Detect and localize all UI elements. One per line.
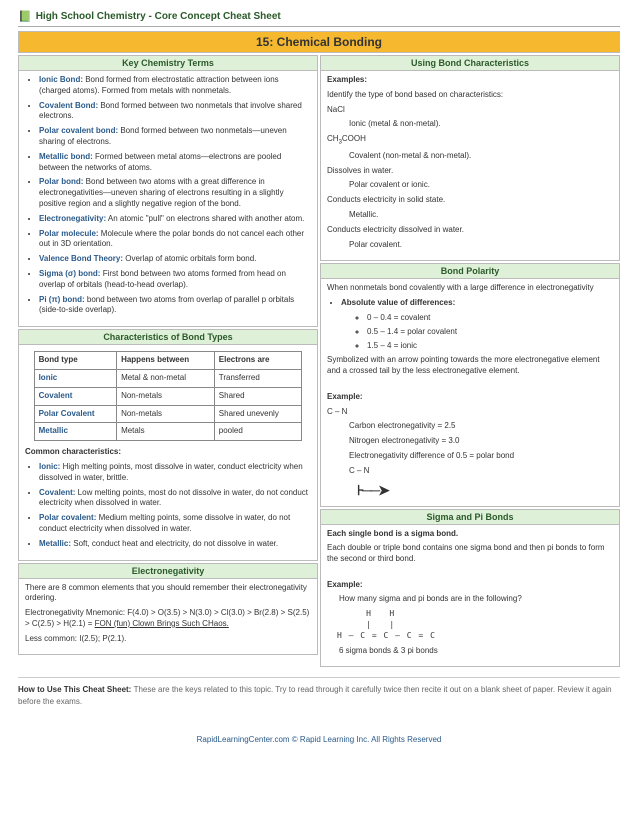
section-heading: Characteristics of Bond Types bbox=[19, 330, 317, 345]
polarity-ranges-list: 0 – 0.4 = covalent 0.5 – 1.4 = polar cova… bbox=[327, 313, 613, 351]
common-characteristics-list: Ionic: High melting points, most dissolv… bbox=[25, 462, 311, 550]
using-line: Conducts electricity dissolved in water. bbox=[327, 225, 613, 236]
using-line: Dissolves in water. bbox=[327, 166, 613, 177]
polarity-intro: When nonmetals bond covalently with a la… bbox=[327, 283, 613, 294]
content-columns: Key Chemistry Terms Ionic Bond: Bond for… bbox=[18, 55, 620, 667]
using-line: Ionic (metal & non-metal). bbox=[327, 119, 613, 130]
section-bond-types: Characteristics of Bond Types Bond typeH… bbox=[18, 329, 318, 560]
using-intro: Identify the type of bond based on chara… bbox=[327, 90, 613, 101]
polarity-ex-diff: Electronegativity difference of 0.5 = po… bbox=[327, 451, 613, 462]
copyright: RapidLearningCenter.com © Rapid Learning… bbox=[18, 735, 620, 744]
range-item: 0 – 0.4 = covalent bbox=[367, 313, 613, 324]
table-row: MetallicMetalspooled bbox=[34, 423, 302, 441]
key-term-item: Polar molecule: Molecule where the polar… bbox=[39, 229, 311, 251]
polarity-symbol-desc: Symbolized with an arrow pointing toward… bbox=[327, 355, 613, 377]
sigma-question: How many sigma and pi bonds are in the f… bbox=[327, 594, 613, 605]
list-item: Metallic: Soft, conduct heat and electri… bbox=[39, 539, 311, 550]
page-header-text: High School Chemistry - Core Concept Che… bbox=[36, 11, 281, 22]
section-bond-polarity: Bond Polarity When nonmetals bond covale… bbox=[320, 263, 620, 506]
key-term-item: Polar bond: Bond between two atoms with … bbox=[39, 177, 311, 209]
section-heading: Bond Polarity bbox=[321, 264, 619, 279]
range-item: 0.5 – 1.4 = polar covalent bbox=[367, 327, 613, 338]
key-term-item: Electronegativity: An atomic "pull" on e… bbox=[39, 214, 311, 225]
key-term-item: Pi (π) bond: bond between two atoms from… bbox=[39, 295, 311, 317]
key-term-item: Sigma (σ) bond: First bond between two a… bbox=[39, 269, 311, 291]
polarity-arrow-icon: ⊦──➤ bbox=[327, 481, 613, 500]
sigma-rule-1: Each single bond is a sigma bond. bbox=[327, 529, 458, 538]
section-sigma-pi: Sigma and Pi Bonds Each single bond is a… bbox=[320, 509, 620, 668]
example-heading: Example: bbox=[327, 580, 363, 589]
section-heading: Electronegativity bbox=[19, 564, 317, 579]
key-term-item: Valence Bond Theory: Overlap of atomic o… bbox=[39, 254, 311, 265]
common-characteristics-heading: Common characteristics: bbox=[25, 447, 121, 456]
table-header: Happens between bbox=[117, 352, 215, 370]
section-heading: Sigma and Pi Bonds bbox=[321, 510, 619, 525]
electroneg-less-common: Less common: I(2.5); P(2.1). bbox=[25, 634, 311, 645]
range-item: 1.5 – 4 = ionic bbox=[367, 341, 613, 352]
key-term-item: Polar covalent bond: Bond formed between… bbox=[39, 126, 311, 148]
section-using-characteristics: Using Bond Characteristics Examples: Ide… bbox=[320, 55, 620, 261]
electroneg-intro: There are 8 common elements that you sho… bbox=[25, 583, 311, 605]
polarity-ex-cn2: C – N bbox=[327, 466, 613, 477]
table-row: IonicMetal & non-metalTransferred bbox=[34, 369, 302, 387]
list-item: Ionic: High melting points, most dissolv… bbox=[39, 462, 311, 484]
sigma-structure: H H | | H – C = C – C = C bbox=[337, 609, 613, 641]
using-line: Metallic. bbox=[327, 210, 613, 221]
section-heading: Using Bond Characteristics bbox=[321, 56, 619, 71]
using-line: Polar covalent. bbox=[327, 240, 613, 251]
section-heading: Key Chemistry Terms bbox=[19, 56, 317, 71]
key-term-item: Metallic bond: Formed between metal atom… bbox=[39, 152, 311, 174]
book-icon: 📗 bbox=[18, 10, 32, 23]
table-header: Electrons are bbox=[214, 352, 302, 370]
list-item: Polar covalent: Medium melting points, s… bbox=[39, 513, 311, 535]
example-heading: Example: bbox=[327, 392, 363, 401]
polarity-ex-nitrogen: Nitrogen electronegativity = 3.0 bbox=[327, 436, 613, 447]
using-line: CH3COOH bbox=[327, 134, 613, 147]
examples-heading: Examples: bbox=[327, 75, 367, 84]
footer-note: How to Use This Cheat Sheet: These are t… bbox=[18, 677, 620, 706]
section-electronegativity: Electronegativity There are 8 common ele… bbox=[18, 563, 318, 656]
key-terms-list: Ionic Bond: Bond formed from electrostat… bbox=[25, 75, 311, 316]
polarity-ex-cn: C – N bbox=[327, 407, 613, 418]
table-row: CovalentNon-metalsShared bbox=[34, 387, 302, 405]
using-line: Covalent (non-metal & non-metal). bbox=[327, 151, 613, 162]
key-term-item: Covalent Bond: Bond formed between two n… bbox=[39, 101, 311, 123]
list-item: Covalent: Low melting points, most do no… bbox=[39, 488, 311, 510]
key-term-item: Ionic Bond: Bond formed from electrostat… bbox=[39, 75, 311, 97]
using-line: Conducts electricity in solid state. bbox=[327, 195, 613, 206]
sigma-answer: 6 sigma bonds & 3 pi bonds bbox=[327, 646, 613, 657]
abs-value-heading: Absolute value of differences: bbox=[341, 298, 455, 307]
right-column: Using Bond Characteristics Examples: Ide… bbox=[320, 55, 620, 667]
bond-types-table: Bond typeHappens betweenElectrons are Io… bbox=[34, 351, 303, 441]
title-bar: 15: Chemical Bonding bbox=[18, 31, 620, 53]
electroneg-mnemonic: Electronegativity Mnemonic: F(4.0) > O(3… bbox=[25, 608, 311, 630]
polarity-ex-carbon: Carbon electronegativity = 2.5 bbox=[327, 421, 613, 432]
sigma-rule-2: Each double or triple bond contains one … bbox=[327, 543, 613, 565]
section-key-terms: Key Chemistry Terms Ionic Bond: Bond for… bbox=[18, 55, 318, 327]
table-header: Bond type bbox=[34, 352, 116, 370]
using-line: NaCl bbox=[327, 105, 613, 116]
using-line: Polar covalent or ionic. bbox=[327, 180, 613, 191]
left-column: Key Chemistry Terms Ionic Bond: Bond for… bbox=[18, 55, 318, 667]
page-header: 📗 High School Chemistry - Core Concept C… bbox=[18, 10, 620, 27]
table-row: Polar CovalentNon-metalsShared unevenly bbox=[34, 405, 302, 423]
